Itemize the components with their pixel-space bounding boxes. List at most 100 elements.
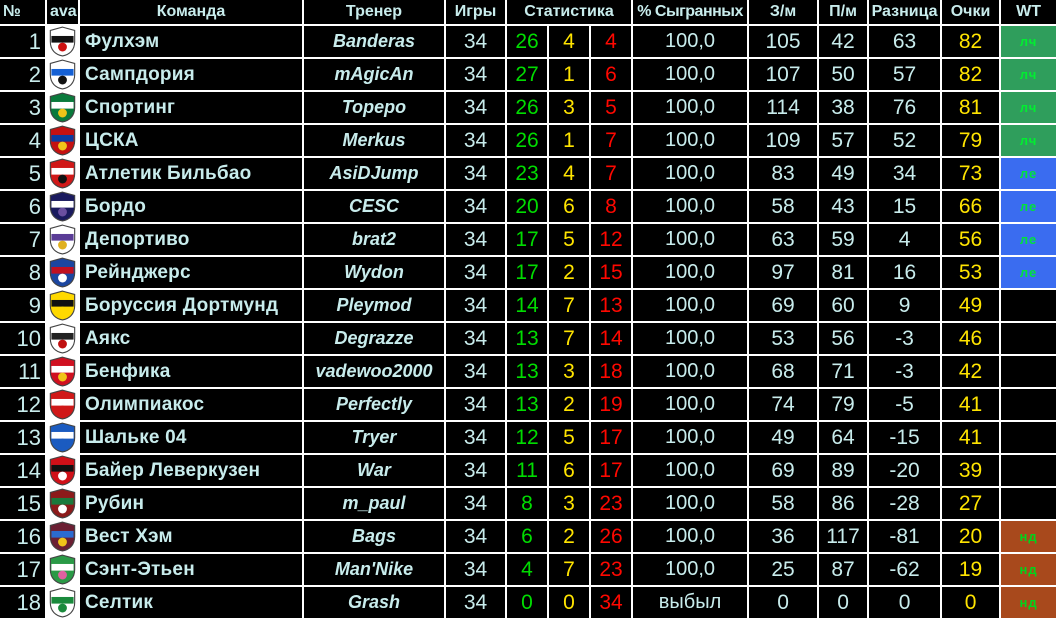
coach-name[interactable]: Degrazze <box>302 321 446 356</box>
team-name[interactable]: Спортинг <box>78 90 304 125</box>
coach-name[interactable]: Banderas <box>302 24 446 59</box>
draws-count: 2 <box>547 519 591 554</box>
coach-name[interactable]: Wydon <box>302 255 446 290</box>
coach-name[interactable]: Perfectly <box>302 387 446 422</box>
games-played: 34 <box>444 453 507 488</box>
coach-name[interactable]: m_paul <box>302 486 446 521</box>
table-row[interactable]: 7 Депортиво brat2 34 17 5 12 100,0 63 59… <box>0 222 1056 257</box>
table-row[interactable]: 17 Сэнт-Этьен Man'Nike 34 4 7 23 100,0 2… <box>0 552 1056 587</box>
team-logo-cell <box>45 387 80 422</box>
games-played: 34 <box>444 420 507 455</box>
team-name[interactable]: Рубин <box>78 486 304 521</box>
losses-count: 7 <box>588 156 634 191</box>
coach-name[interactable]: AsiDJump <box>302 156 446 191</box>
col-header-position[interactable]: № <box>0 0 47 26</box>
table-row[interactable]: 6 Бордо CESC 34 20 6 8 100,0 58 43 15 66… <box>0 189 1056 224</box>
team-name[interactable]: Боруссия Дортмунд <box>78 288 304 323</box>
team-name[interactable]: Атлетик Бильбао <box>78 156 304 191</box>
losses-count: 8 <box>588 189 634 224</box>
goal-difference: -20 <box>867 453 943 488</box>
losses-count: 4 <box>588 24 634 59</box>
team-logo-cell <box>45 321 80 356</box>
coach-name[interactable]: Man'Nike <box>302 552 446 587</box>
table-row[interactable]: 18 Селтик Grash 34 0 0 34 выбыл 0 0 0 0 … <box>0 585 1056 620</box>
percent-played: 100,0 <box>631 90 750 125</box>
coach-name[interactable]: mAgicAn <box>302 57 446 92</box>
table-row[interactable]: 5 Атлетик Бильбао AsiDJump 34 23 4 7 100… <box>0 156 1056 191</box>
coach-name[interactable]: CESC <box>302 189 446 224</box>
team-name[interactable]: Селтик <box>78 585 304 620</box>
col-header-games[interactable]: Игры <box>444 0 507 26</box>
team-name[interactable]: ЦСКА <box>78 123 304 158</box>
team-name[interactable]: Рейнджерс <box>78 255 304 290</box>
wt-status-badge: лч <box>999 24 1056 59</box>
col-header-scored[interactable]: З/м <box>747 0 820 26</box>
points-value: 82 <box>940 57 1002 92</box>
table-row[interactable]: 4 ЦСКА Merkus 34 26 1 7 100,0 109 57 52 … <box>0 123 1056 158</box>
losses-count: 14 <box>588 321 634 356</box>
percent-played: 100,0 <box>631 24 750 59</box>
col-header-percent[interactable]: % Сыгранных <box>631 0 750 26</box>
wins-count: 27 <box>505 57 549 92</box>
table-row[interactable]: 15 Рубин m_paul 34 8 3 23 100,0 58 86 -2… <box>0 486 1056 521</box>
team-name[interactable]: Аякс <box>78 321 304 356</box>
coach-name[interactable]: Topepo <box>302 90 446 125</box>
coach-name[interactable]: brat2 <box>302 222 446 257</box>
coach-name[interactable]: vadewoo2000 <box>302 354 446 389</box>
team-name[interactable]: Депортиво <box>78 222 304 257</box>
table-row[interactable]: 11 Бенфика vadewoo2000 34 13 3 18 100,0 … <box>0 354 1056 389</box>
col-header-coach[interactable]: Тренер <box>302 0 446 26</box>
table-row[interactable]: 9 Боруссия Дортмунд Pleymod 34 14 7 13 1… <box>0 288 1056 323</box>
wins-count: 17 <box>505 222 549 257</box>
wt-status-badge: ле <box>999 156 1056 191</box>
team-name[interactable]: Байер Леверкузен <box>78 453 304 488</box>
team-name[interactable]: Вест Хэм <box>78 519 304 554</box>
col-header-conceded[interactable]: П/м <box>817 0 870 26</box>
wins-count: 13 <box>505 354 549 389</box>
table-row[interactable]: 13 Шальке 04 Tryer 34 12 5 17 100,0 49 6… <box>0 420 1056 455</box>
table-row[interactable]: 8 Рейнджерс Wydon 34 17 2 15 100,0 97 81… <box>0 255 1056 290</box>
wt-status-badge <box>999 387 1056 422</box>
table-row[interactable]: 14 Байер Леверкузен War 34 11 6 17 100,0… <box>0 453 1056 488</box>
team-name[interactable]: Олимпиакос <box>78 387 304 422</box>
team-name[interactable]: Бордо <box>78 189 304 224</box>
team-name[interactable]: Фулхэм <box>78 24 304 59</box>
coach-name[interactable]: War <box>302 453 446 488</box>
team-logo-icon <box>49 324 76 353</box>
team-logo-cell <box>45 585 80 620</box>
table-row[interactable]: 16 Вест Хэм Bags 34 6 2 26 100,0 36 117 … <box>0 519 1056 554</box>
percent-played: 100,0 <box>631 288 750 323</box>
points-value: 41 <box>940 387 1002 422</box>
table-row[interactable]: 12 Олимпиакос Perfectly 34 13 2 19 100,0… <box>0 387 1056 422</box>
table-row[interactable]: 2 Сампдория mAgicAn 34 27 1 6 100,0 107 … <box>0 57 1056 92</box>
col-header-stats[interactable]: Статистика <box>504 0 634 26</box>
team-name[interactable]: Сэнт-Этьен <box>78 552 304 587</box>
percent-played: 100,0 <box>631 255 750 290</box>
goal-difference: 9 <box>867 288 943 323</box>
games-played: 34 <box>444 288 507 323</box>
table-row[interactable]: 10 Аякс Degrazze 34 13 7 14 100,0 53 56 … <box>0 321 1056 356</box>
col-header-wt[interactable]: WT <box>999 0 1056 26</box>
team-name[interactable]: Сампдория <box>78 57 304 92</box>
col-header-avatar[interactable]: ava <box>45 0 80 26</box>
coach-name[interactable]: Merkus <box>302 123 446 158</box>
table-row[interactable]: 3 Спортинг Topepo 34 26 3 5 100,0 114 38… <box>0 90 1056 125</box>
goal-difference: 63 <box>867 24 943 59</box>
col-header-team[interactable]: Команда <box>78 0 304 26</box>
team-name[interactable]: Бенфика <box>78 354 304 389</box>
coach-name[interactable]: Pleymod <box>302 288 446 323</box>
coach-name[interactable]: Bags <box>302 519 446 554</box>
points-value: 73 <box>940 156 1002 191</box>
goals-for: 58 <box>747 486 820 521</box>
losses-count: 17 <box>588 453 634 488</box>
games-played: 34 <box>444 156 507 191</box>
goals-against: 64 <box>817 420 870 455</box>
table-row[interactable]: 1 Фулхэм Banderas 34 26 4 4 100,0 105 42… <box>0 24 1056 59</box>
percent-played: 100,0 <box>631 453 750 488</box>
coach-name[interactable]: Tryer <box>302 420 446 455</box>
coach-name[interactable]: Grash <box>302 585 446 620</box>
col-header-points[interactable]: Очки <box>940 0 1002 26</box>
goals-for: 63 <box>747 222 820 257</box>
team-name[interactable]: Шальке 04 <box>78 420 304 455</box>
col-header-diff[interactable]: Разница <box>867 0 943 26</box>
